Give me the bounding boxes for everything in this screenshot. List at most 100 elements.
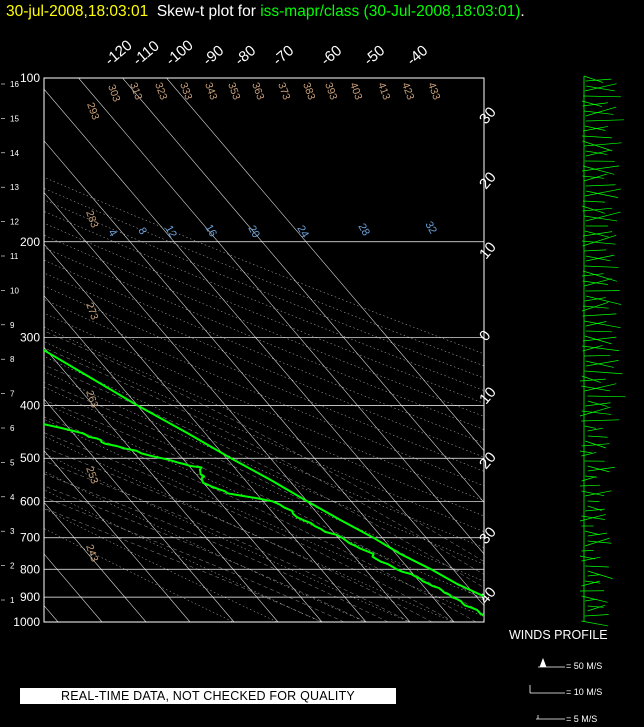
temperature-tick-label: 40 [476,584,500,608]
dry-adiabat-label: 273 [83,301,100,322]
temperature-tick-label: -50 [361,42,389,69]
dry-adiabat-label: 263 [83,389,100,410]
dry-adiabat-label: 373 [275,81,292,102]
wind-barb [581,452,597,457]
wind-barb [583,173,608,182]
isotherm-line [0,78,14,622]
wind-barb [581,490,605,497]
wind-key-5-symbol [536,715,565,720]
height-tick-label: 5 [10,458,15,467]
isotherm-line [44,501,147,622]
moist-adiabat-line [44,507,323,622]
pressure-tick-label: 600 [20,494,40,508]
wind-barb [585,254,615,262]
wind-barb [579,378,606,382]
wind-barb [587,604,606,612]
dry-adiabat-label: 433 [425,81,442,102]
wind-barb [584,142,622,147]
wind-barb [584,83,617,92]
wind-barb [581,375,601,383]
wind-barb [584,490,612,497]
pressure-tick-label: 700 [20,531,40,545]
wind-barb [582,313,617,317]
wind-barb [583,95,622,98]
wind-barb [585,360,614,368]
wind-barb [582,336,617,342]
dewpoint-profile-line [44,423,484,619]
wind-barb [582,135,612,139]
wind-barb [583,75,604,83]
wind-barb [583,126,609,132]
dry-adiabat-label: 253 [83,465,100,486]
temperature-tick-label: -90 [200,42,228,69]
wind-barb [587,574,600,577]
wind-barb [585,78,612,82]
dry-adiabat-line [44,211,484,391]
height-tick-label: 16 [10,80,19,89]
height-tick-label: 11 [10,252,19,261]
dry-adiabat-line [44,371,484,565]
title-suffix: . [520,3,525,20]
wind-barb [587,605,604,608]
wind-barb [585,330,612,333]
wind-barb [584,278,612,287]
temperature-tick-label: -60 [318,42,346,69]
pressure-tick-label: 100 [20,71,40,85]
height-tick-label: 2 [10,562,15,571]
wind-barb [585,149,611,157]
wind-barb [581,100,603,107]
wind-barb [585,150,607,155]
wind-barb [584,335,612,345]
wind-barb [585,190,619,198]
temperature-tick-label: 10 [476,384,500,408]
wind-barb [581,556,601,562]
pressure-tick-label: 900 [20,590,40,604]
wind-barb [582,102,608,107]
wind-barb [587,540,612,544]
wind-barb [585,321,607,327]
wind-barb [587,435,608,438]
wind-barb [584,215,618,222]
mixing-ratio-label: 12 [162,224,179,241]
isotherm-line [44,191,411,622]
wind-barb [582,305,609,309]
wind-barb [581,410,612,415]
temperature-tick-label: 30 [476,104,500,128]
pressure-tick-label: 1000 [13,615,40,629]
height-tick-label: 13 [10,183,19,192]
height-tick-label: 15 [10,114,19,123]
temperature-tick-label: 20 [476,449,500,473]
isotherm-line [44,140,455,622]
temperature-tick-label: 10 [476,239,500,263]
dry-adiabat-line [44,528,234,622]
mixing-ratio-label: 28 [355,222,372,239]
isotherm-line [78,78,484,555]
height-tick-label: 3 [10,527,15,536]
wind-barb [585,211,621,222]
wind-barb [584,355,611,357]
dry-adiabat-label: 283 [83,209,100,230]
wind-barb [587,395,626,398]
wind-barb [584,508,605,512]
chart-title: 30-jul-2008,18:03:01 Skew-t plot for iss… [6,3,525,21]
wind-barb [585,295,622,305]
wind-barb [582,140,613,152]
isotherm-line [44,346,279,622]
dry-adiabat-line [44,326,484,517]
dry-adiabat-label: 293 [84,101,101,122]
wind-barb [581,419,620,422]
wind-key-50: = 50 M/S [566,661,603,671]
temperature-tick-label: -100 [163,37,197,69]
dry-adiabat-label: 353 [225,81,242,102]
wind-barb [584,383,617,392]
isotherm-line [122,78,484,503]
temperature-tick-label: -120 [102,37,136,69]
dry-adiabat-label: 243 [83,543,100,564]
height-tick-label: 10 [10,286,19,295]
wind-barb [584,297,606,302]
title-timestamp: 30-jul-2008,18:03:01 [6,3,149,20]
dry-adiabat-label: 383 [300,81,317,102]
wind-barb [585,402,611,407]
wind-barb [583,200,605,203]
